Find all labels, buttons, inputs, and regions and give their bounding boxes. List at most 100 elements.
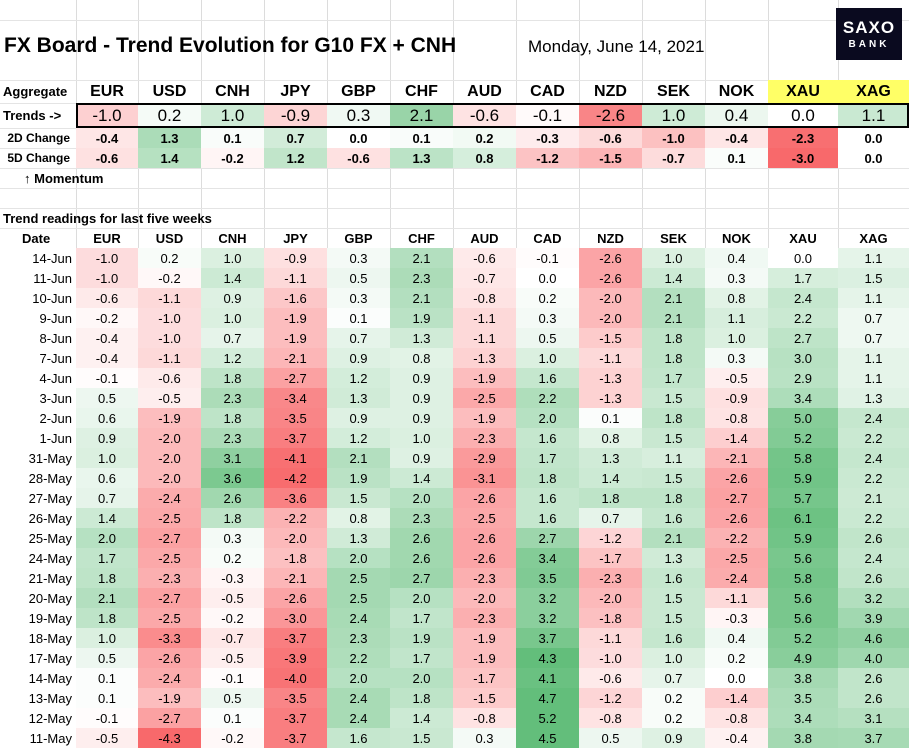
change-5d-cad: -1.2 xyxy=(516,148,579,168)
table-cell-sek: 1.1 xyxy=(642,448,705,468)
table-cell-nok: -0.3 xyxy=(705,608,768,628)
table-cell-nok: 0.3 xyxy=(705,268,768,288)
table-cell-chf: 2.0 xyxy=(390,668,453,688)
table-cell-xag: 2.2 xyxy=(838,468,909,488)
table-cell-gbp: 1.9 xyxy=(327,468,390,488)
table-cell-nzd: -2.0 xyxy=(579,588,642,608)
table-row-date: 9-Jun xyxy=(39,310,72,326)
change-2d-usd: 1.3 xyxy=(138,128,201,148)
table-cell-gbp: 2.3 xyxy=(327,628,390,648)
table-cell-jpy: -3.9 xyxy=(264,648,327,668)
currency-header-gbp: GBP xyxy=(341,82,376,100)
table-cell-usd: -2.0 xyxy=(138,428,201,448)
table-cell-chf: 0.9 xyxy=(390,388,453,408)
currency-header-usd: USD xyxy=(152,82,187,100)
table-cell-xag: 1.1 xyxy=(838,348,909,368)
change-2d-sek: -1.0 xyxy=(642,128,705,148)
table-cell-gbp: 2.1 xyxy=(327,448,390,468)
currency-header-xau: XAU xyxy=(768,80,838,103)
table-cell-aud: -3.1 xyxy=(453,468,516,488)
table-cell-usd: -1.0 xyxy=(138,328,201,348)
table-row-date: 17-May xyxy=(28,650,72,666)
table-cell-usd: -2.5 xyxy=(138,508,201,528)
table-cell-sek: 2.1 xyxy=(642,288,705,308)
trend-value-gbp: 0.3 xyxy=(327,103,390,128)
grid-hline xyxy=(0,188,909,189)
table-cell-usd: -3.3 xyxy=(138,628,201,648)
trends-label: Trends -> xyxy=(3,108,62,123)
table-cell-eur: 1.0 xyxy=(76,628,138,648)
table-cell-nzd: -1.3 xyxy=(579,368,642,388)
trend-value-jpy: -0.9 xyxy=(264,103,327,128)
table-cell-xau: 0.0 xyxy=(768,248,838,268)
table-row-date: 19-May xyxy=(28,610,72,626)
table-cell-aud: 0.3 xyxy=(453,728,516,748)
table-cell-chf: 1.7 xyxy=(390,608,453,628)
table-cell-sek: 1.8 xyxy=(642,328,705,348)
table-cell-cad: 2.0 xyxy=(516,408,579,428)
table-cell-jpy: -2.0 xyxy=(264,528,327,548)
change-2d-cnh: 0.1 xyxy=(201,128,264,148)
table-row-date: 1-Jun xyxy=(39,430,72,446)
table-cell-cnh: 1.8 xyxy=(201,408,264,428)
page-title: FX Board - Trend Evolution for G10 FX + … xyxy=(4,34,457,57)
table-cell-nok: -2.4 xyxy=(705,568,768,588)
table-cell-xag: 1.1 xyxy=(838,288,909,308)
table-cell-sek: 1.5 xyxy=(642,428,705,448)
table-cell-jpy: -3.6 xyxy=(264,488,327,508)
table-cell-cnh: 1.0 xyxy=(201,308,264,328)
currency-header-aud: AUD xyxy=(467,82,502,100)
table-cell-chf: 1.8 xyxy=(390,688,453,708)
table-cell-jpy: -1.9 xyxy=(264,328,327,348)
table-row-date: 25-May xyxy=(28,530,72,546)
table-cell-gbp: 1.5 xyxy=(327,488,390,508)
table-cell-nok: -0.8 xyxy=(705,408,768,428)
table-cell-usd: -2.7 xyxy=(138,528,201,548)
table-cell-xag: 4.6 xyxy=(838,628,909,648)
table-cell-cnh: 1.8 xyxy=(201,368,264,388)
table-cell-cnh: 0.5 xyxy=(201,688,264,708)
table-cell-eur: -0.4 xyxy=(76,328,138,348)
table-cell-gbp: 2.4 xyxy=(327,688,390,708)
table-row-date: 3-Jun xyxy=(39,390,72,406)
table-cell-sek: 2.1 xyxy=(642,528,705,548)
trend-value-xag: 1.1 xyxy=(838,103,909,128)
table-cell-xau: 2.9 xyxy=(768,368,838,388)
trend-value-chf: 2.1 xyxy=(390,103,453,128)
table-cell-cad: 4.3 xyxy=(516,648,579,668)
table-cell-eur: -1.0 xyxy=(76,248,138,268)
table-cell-nzd: -1.8 xyxy=(579,608,642,628)
table-cell-cnh: 0.7 xyxy=(201,328,264,348)
table-cell-eur: 0.1 xyxy=(76,688,138,708)
table-cell-usd: -1.9 xyxy=(138,688,201,708)
change-2d-aud: 0.2 xyxy=(453,128,516,148)
change-2d-gbp: 0.0 xyxy=(327,128,390,148)
table-cell-xau: 3.8 xyxy=(768,728,838,748)
column-header-nzd: NZD xyxy=(597,230,624,246)
table-cell-eur: 1.7 xyxy=(76,548,138,568)
table-cell-gbp: 0.3 xyxy=(327,288,390,308)
table-cell-aud: -2.0 xyxy=(453,588,516,608)
table-cell-jpy: -0.9 xyxy=(264,248,327,268)
table-cell-cad: 1.7 xyxy=(516,448,579,468)
table-cell-aud: -1.9 xyxy=(453,648,516,668)
table-cell-cad: 0.3 xyxy=(516,308,579,328)
table-cell-cnh: 3.1 xyxy=(201,448,264,468)
grid-hline xyxy=(0,168,909,169)
logo-line-1: SAXO xyxy=(842,17,896,37)
table-cell-jpy: -3.0 xyxy=(264,608,327,628)
table-cell-nzd: -1.2 xyxy=(579,688,642,708)
grid-hline xyxy=(0,80,909,81)
change-5d-jpy: 1.2 xyxy=(264,148,327,168)
column-header-cad: CAD xyxy=(533,230,562,246)
table-cell-eur: 0.5 xyxy=(76,388,138,408)
trend-value-cad: -0.1 xyxy=(516,103,579,128)
table-cell-nzd: -0.8 xyxy=(579,708,642,728)
column-header-sek: SEK xyxy=(660,230,687,246)
grid-hline xyxy=(0,228,909,229)
table-cell-nok: -1.4 xyxy=(705,428,768,448)
table-cell-cnh: -0.5 xyxy=(201,588,264,608)
table-cell-sek: 0.2 xyxy=(642,688,705,708)
table-cell-usd: -0.6 xyxy=(138,368,201,388)
table-cell-nok: 0.8 xyxy=(705,288,768,308)
